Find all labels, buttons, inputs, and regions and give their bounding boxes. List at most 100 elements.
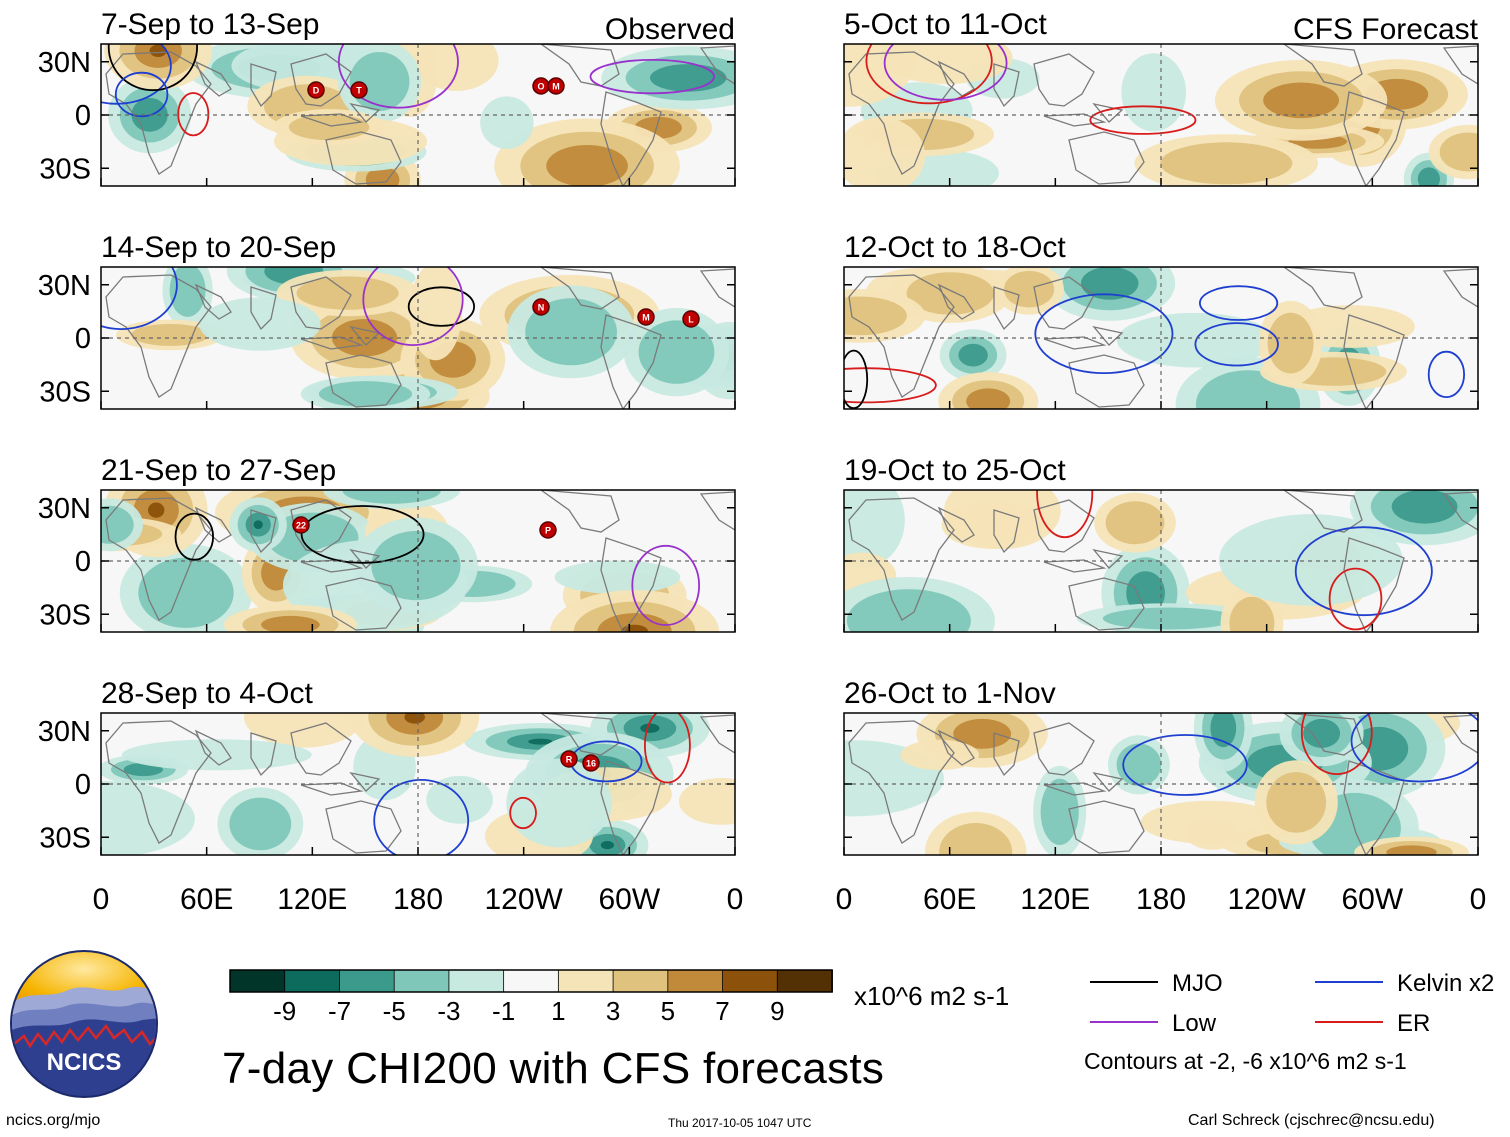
land-india — [937, 283, 1020, 331]
colorbar-label: 3 — [606, 996, 620, 1026]
land-africa-west — [1442, 268, 1478, 308]
x-tick-label: 0 — [836, 883, 853, 916]
land-americas — [1282, 44, 1405, 186]
wet-anomaly-shading — [138, 557, 234, 628]
map-panel-1-2: 19-Oct to 25-Oct — [843, 454, 1479, 633]
panel-period-title: 5-Oct to 11-Oct — [844, 8, 1048, 41]
y-tick-label: 30S — [39, 599, 91, 631]
column-header: Observed — [605, 13, 735, 46]
y-tick-label: 0 — [75, 100, 91, 132]
map-panel-0-3: R 16 30N 0 30S 28-Sep to 4-Oct — [38, 677, 736, 856]
dry-anomaly-shading — [1386, 845, 1437, 855]
dry-anomaly-shading — [1105, 501, 1165, 545]
legend-item-kelvin-x2: Kelvin x2 — [1315, 970, 1494, 997]
panel-content — [844, 713, 1478, 855]
storm-marker-icon — [582, 754, 600, 772]
wet-anomaly-shading — [253, 520, 263, 529]
x-axis-labels: 0 60E 120E 180 120W 60W 0 0 60E 120E 180 120W 60W 0 — [93, 883, 1487, 916]
storm-label: T — [356, 86, 362, 96]
storm-marker-icon — [682, 310, 700, 328]
colorbar-swatch — [612, 969, 669, 993]
y-tick-label: 30N — [38, 493, 91, 525]
wet-anomaly-shading — [121, 739, 312, 771]
dry-anomaly-shading — [365, 166, 400, 186]
land-africa-west — [699, 45, 735, 85]
land-africa-west — [699, 268, 735, 308]
storm-label: 22 — [296, 521, 306, 531]
panel-period-title: 7-Sep to 13-Sep — [101, 8, 319, 41]
storm-marker: M — [547, 77, 565, 95]
storm-marker-icon — [637, 308, 655, 326]
x-tick-label: 60W — [598, 883, 660, 916]
land-africa-west — [1442, 45, 1478, 85]
y-tick-label: 0 — [75, 546, 91, 578]
x-tick-label: 60E — [923, 883, 976, 916]
dry-anomaly-shading — [939, 823, 1013, 855]
wet-anomaly-shading — [1040, 778, 1079, 845]
panel-period-title: 19-Oct to 25-Oct — [844, 454, 1066, 487]
dry-anomaly-shading — [1439, 132, 1478, 172]
wet-anomaly-shading — [229, 797, 292, 851]
x-tick-label: 180 — [393, 883, 443, 916]
contour-er — [1089, 105, 1197, 135]
x-tick-label: 0 — [1470, 883, 1487, 916]
wet-anomaly-shading — [318, 381, 413, 407]
contour-mjo — [407, 286, 475, 327]
x-tick-label: 0 — [93, 883, 110, 916]
x-tick-label: 120E — [1020, 883, 1090, 916]
ncics-logo: NCICS — [10, 950, 158, 1098]
storm-label: O — [537, 82, 544, 92]
colorbar-swatch — [229, 969, 286, 993]
storm-marker: T — [350, 81, 368, 99]
colorbar-label: -1 — [492, 996, 515, 1026]
wet-anomaly-shading — [528, 738, 553, 745]
contour-legend: MJO Low Kelvin x2 ER Contours at -2, -6 x10^… — [1084, 970, 1494, 1074]
source-url[interactable]: ncics.org/mjo — [6, 1112, 101, 1129]
map-panel-1-0: 5-Oct to 11-Oct CFS Forecast — [843, 8, 1479, 187]
contour-mjo — [300, 505, 425, 564]
dry-anomaly-shading — [546, 145, 628, 186]
contour-kelvin-x2 — [114, 71, 169, 118]
contour-er — [177, 92, 210, 137]
panel-period-title: 21-Sep to 27-Sep — [101, 454, 336, 487]
contour-er — [1328, 567, 1383, 631]
land-india — [194, 506, 277, 554]
dry-anomaly-shading — [844, 44, 917, 107]
dry-anomaly-shading — [288, 114, 370, 141]
wet-anomaly-shading — [342, 490, 441, 504]
contour-low — [883, 44, 1008, 101]
colorbar: -9 -7 -5 -3 -1 1 3 5 7 9 x10^6 m2 s-1 — [229, 969, 1009, 1026]
land-americas — [539, 267, 662, 409]
panel-content: N M L — [101, 267, 735, 409]
wet-anomaly-shading — [1080, 267, 1139, 300]
dry-anomaly-shading — [953, 718, 1012, 749]
wet-anomaly-shading — [640, 723, 660, 733]
storm-marker-icon — [539, 521, 557, 539]
contour-kelvin-x2 — [1194, 322, 1279, 367]
column-header: CFS Forecast — [1293, 13, 1479, 46]
storm-marker: R — [560, 750, 578, 768]
y-tick-label: 30N — [38, 716, 91, 748]
storm-label: R — [566, 755, 573, 765]
dry-anomaly-shading — [1263, 82, 1339, 119]
dry-anomaly-shading — [1266, 772, 1327, 833]
map-panel-0-1: N M L 30N 0 30S 14-Sep to 20-Sep — [38, 231, 736, 410]
colorbar-label: 5 — [661, 996, 675, 1026]
wet-anomaly-shading — [525, 298, 617, 366]
panel-content — [844, 44, 1478, 186]
legend-item-er: ER — [1315, 1010, 1430, 1037]
dry-anomaly-shading — [966, 388, 1011, 409]
contour-low — [337, 44, 459, 109]
land-australia — [1068, 800, 1145, 854]
y-tick-label: 0 — [75, 769, 91, 801]
legend-label: MJO — [1172, 970, 1223, 997]
y-tick-label: 30N — [38, 47, 91, 79]
land-africa-west — [1442, 714, 1478, 754]
x-tick-label: 120E — [277, 883, 347, 916]
land-india — [194, 60, 277, 108]
contour-er — [865, 44, 993, 105]
colorbar-swatch — [448, 969, 505, 993]
contour-kelvin-x2 — [1034, 293, 1174, 374]
colorbar-swatch — [667, 969, 724, 993]
